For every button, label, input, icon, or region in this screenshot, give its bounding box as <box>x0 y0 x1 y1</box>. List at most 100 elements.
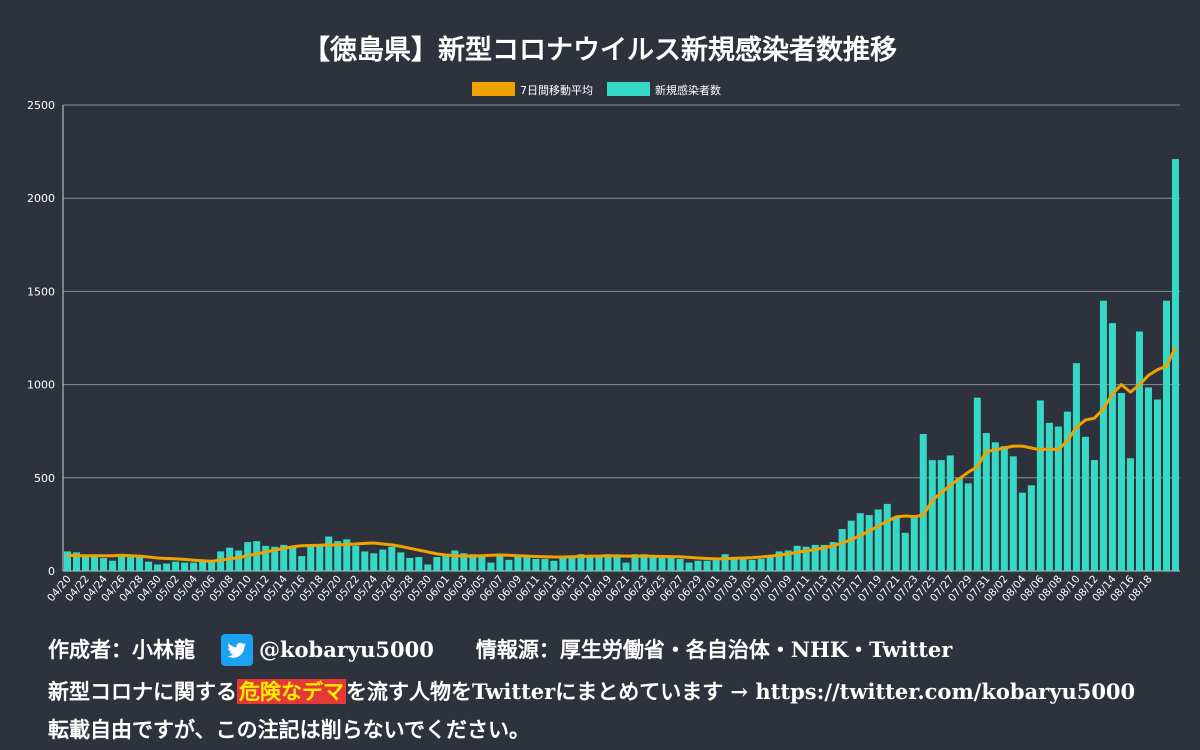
bar <box>1027 485 1035 571</box>
bar <box>298 556 306 571</box>
x-tick-labels: 04/2004/2204/2404/2604/2804/3005/0205/04… <box>45 573 1155 604</box>
bar <box>721 554 729 571</box>
bar <box>253 541 261 571</box>
bar <box>397 552 405 571</box>
bar <box>901 532 909 571</box>
bar <box>910 515 918 571</box>
y-tick-label: 0 <box>48 565 55 578</box>
bar <box>1063 411 1071 571</box>
bar <box>649 556 657 571</box>
bar <box>181 562 189 571</box>
bar <box>100 557 108 571</box>
bar <box>118 555 126 571</box>
bar <box>784 550 792 571</box>
bar <box>883 503 891 571</box>
bar <box>586 556 594 571</box>
bar <box>658 557 666 571</box>
bar <box>865 515 873 571</box>
bar <box>946 455 954 571</box>
bar <box>469 554 477 571</box>
bar <box>955 477 963 571</box>
moving-average-polyline <box>67 346 1177 563</box>
bar <box>595 557 603 571</box>
legend-swatch-new-cases <box>607 82 650 96</box>
bar <box>1036 400 1044 571</box>
bar <box>847 520 855 571</box>
bar <box>388 546 396 571</box>
bar <box>163 563 171 571</box>
bar <box>739 557 747 571</box>
bar <box>1018 492 1026 571</box>
bar <box>370 553 378 571</box>
bar <box>856 513 864 571</box>
bar <box>505 559 513 571</box>
bar <box>973 397 981 571</box>
bar <box>793 545 801 571</box>
bar <box>604 554 612 571</box>
bar <box>154 564 162 571</box>
y-tick-label: 1500 <box>27 285 55 298</box>
bar <box>1126 458 1134 571</box>
chart: 7日間移動平均 新規感染者数 0 500 1000 1500 2000 2500 04/2… <box>27 82 1180 604</box>
legend-label-moving-average: 7日間移動平均 <box>520 83 593 97</box>
bar <box>208 560 216 571</box>
bar <box>991 442 999 571</box>
twitter-bird-icon <box>221 633 253 666</box>
bar <box>982 433 990 571</box>
bar <box>415 557 423 571</box>
bar <box>523 557 531 571</box>
twitter-handle[interactable]: @kobaryu5000 <box>259 637 434 662</box>
bar <box>1045 422 1053 571</box>
source-label: 情報源：厚生労働省・各自治体・NHK・Twitter <box>475 637 953 662</box>
y-tick-label: 500 <box>34 472 55 485</box>
bar <box>1054 426 1062 571</box>
bar <box>1144 387 1152 571</box>
bar <box>109 560 117 571</box>
bar <box>748 559 756 571</box>
bar <box>838 529 846 571</box>
notice-highlight: 危険なデマ <box>237 679 346 704</box>
y-tick-label: 2500 <box>27 99 55 112</box>
bar <box>1108 323 1116 571</box>
bar <box>496 556 504 571</box>
bar <box>127 557 135 571</box>
bar <box>136 556 144 571</box>
bar <box>1090 460 1098 571</box>
bar <box>235 550 243 571</box>
bar <box>262 545 270 571</box>
moving-average-line <box>67 346 1177 563</box>
bar <box>703 560 711 571</box>
legend-label-new-cases: 新規感染者数 <box>655 83 721 97</box>
bar <box>73 552 81 571</box>
bar <box>964 483 972 571</box>
footer-notice: 新型コロナに関する危険なデマを流す人物をTwitterにまとめています → ht… <box>48 676 1135 706</box>
bar <box>892 517 900 571</box>
bar <box>451 550 459 571</box>
footer-reprint-note: 転載自由ですが、この注記は削らないでください。 <box>48 717 530 742</box>
author-label: 作成者：小林龍 <box>48 637 195 662</box>
bar <box>559 557 567 571</box>
bar <box>1117 392 1125 571</box>
bar <box>190 562 198 571</box>
y-tick-labels: 0 500 1000 1500 2000 2500 <box>27 99 55 578</box>
bar <box>424 564 432 571</box>
bar <box>802 546 810 571</box>
bar <box>613 555 621 571</box>
bar <box>343 539 351 571</box>
bar <box>568 556 576 571</box>
bar <box>685 562 693 571</box>
bar <box>712 559 720 571</box>
bar <box>487 562 495 571</box>
bar <box>91 557 99 571</box>
bar <box>64 551 72 571</box>
bar <box>1171 159 1179 571</box>
bar <box>334 541 342 571</box>
bars <box>64 159 1179 571</box>
bar <box>577 554 585 571</box>
bar <box>820 544 828 571</box>
bar <box>694 560 702 571</box>
bar <box>325 536 333 571</box>
legend: 7日間移動平均 新規感染者数 <box>472 82 721 97</box>
bar <box>460 553 468 571</box>
footer-credits: 作成者：小林龍 @kobaryu5000 情報源：厚生労働省・各自治体・NHK・Tw… <box>48 633 953 668</box>
